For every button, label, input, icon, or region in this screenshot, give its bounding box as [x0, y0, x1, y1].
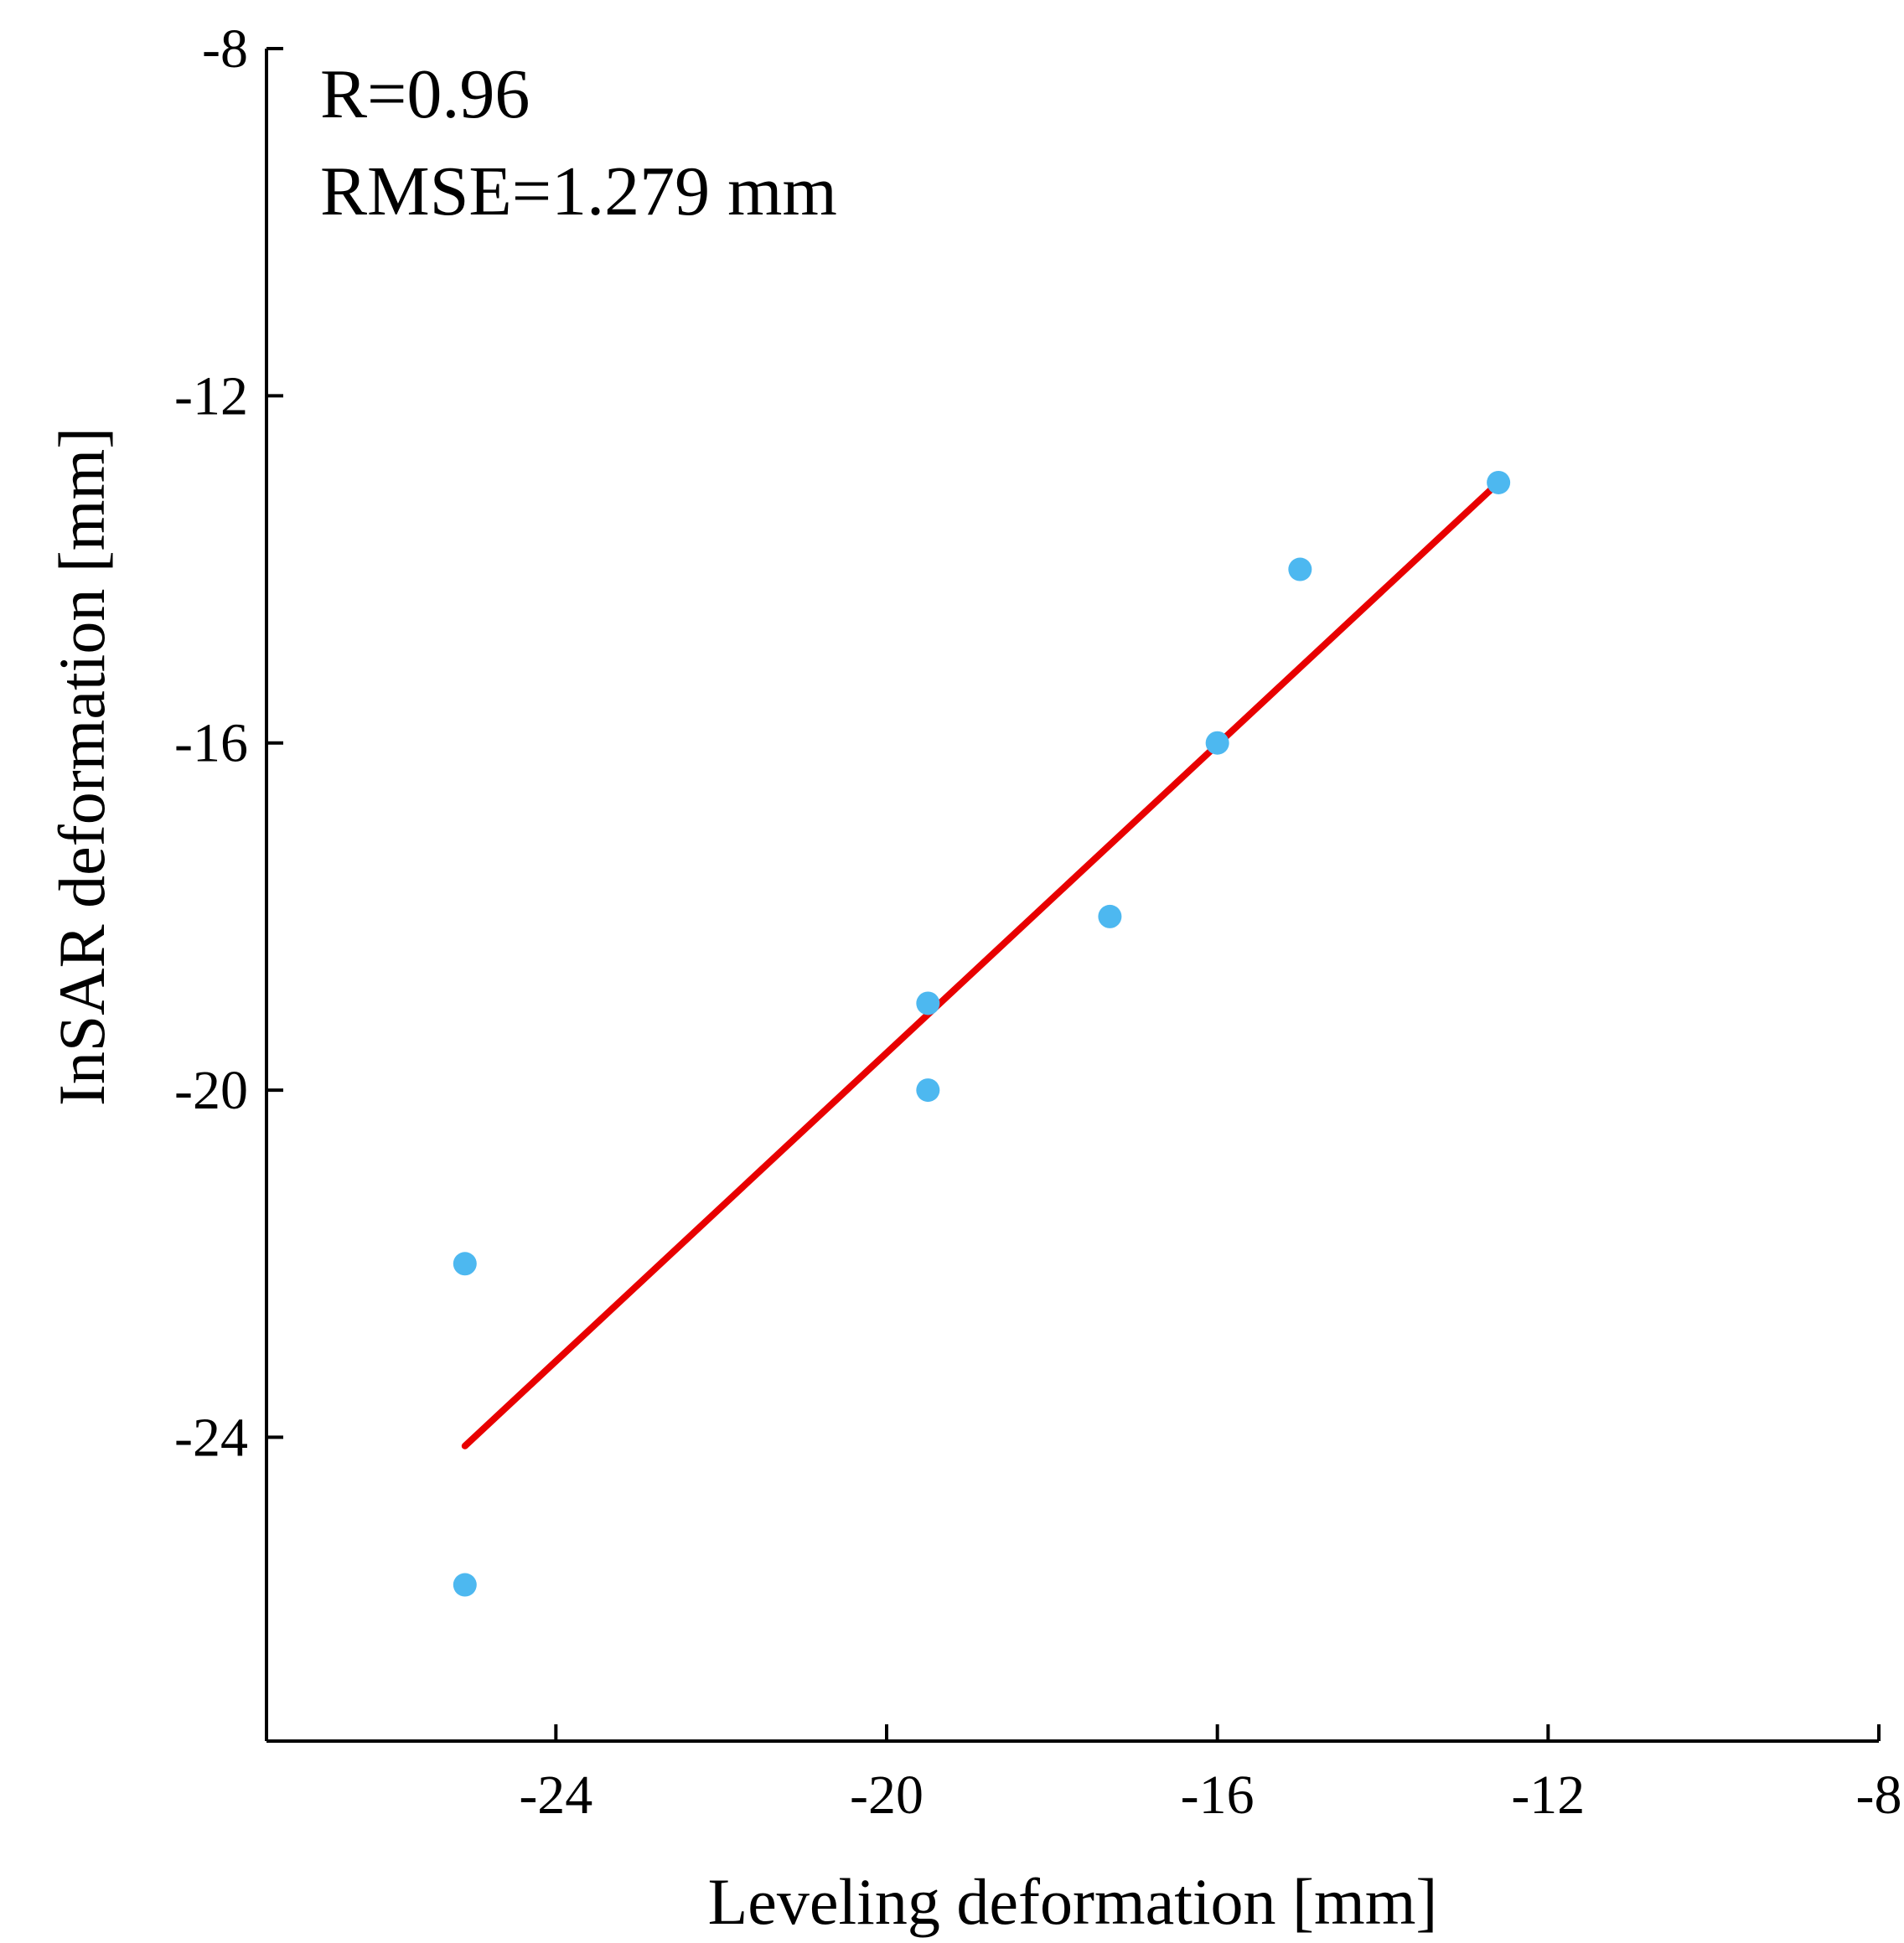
r-annotation: R=0.96 — [320, 55, 530, 133]
scatter-points — [453, 470, 1511, 1597]
y-tick-label: -8 — [202, 18, 248, 80]
x-ticks: -24 -20 -16 -12 -8 — [519, 1724, 1901, 1826]
y-tick-label: -12 — [174, 365, 248, 426]
x-tick-label: -8 — [1856, 1765, 1902, 1826]
fit-line — [461, 478, 1503, 1449]
x-tick-label: -16 — [1181, 1765, 1255, 1826]
data-point — [1487, 470, 1511, 494]
fit-line-group — [461, 478, 1503, 1449]
data-point — [916, 1078, 940, 1103]
y-tick-label: -20 — [174, 1060, 248, 1121]
data-point — [1098, 904, 1122, 928]
rmse-annotation: RMSE=1.279 mm — [320, 152, 837, 230]
data-point — [916, 991, 940, 1015]
x-axis-title: Leveling deformation [mm] — [708, 1865, 1438, 1938]
x-tick-label: -12 — [1511, 1765, 1585, 1826]
data-point — [453, 1252, 477, 1276]
data-point — [453, 1573, 477, 1597]
y-tick-label: -16 — [174, 713, 248, 774]
y-axis-title: InSAR deformation [mm] — [45, 427, 118, 1106]
y-tick-label: -24 — [174, 1407, 248, 1468]
data-point — [1288, 557, 1312, 581]
x-tick-label: -20 — [850, 1765, 924, 1826]
y-ticks: -24 -20 -16 -12 -8 — [174, 18, 283, 1468]
data-point — [1205, 731, 1229, 755]
x-tick-label: -24 — [519, 1765, 592, 1826]
